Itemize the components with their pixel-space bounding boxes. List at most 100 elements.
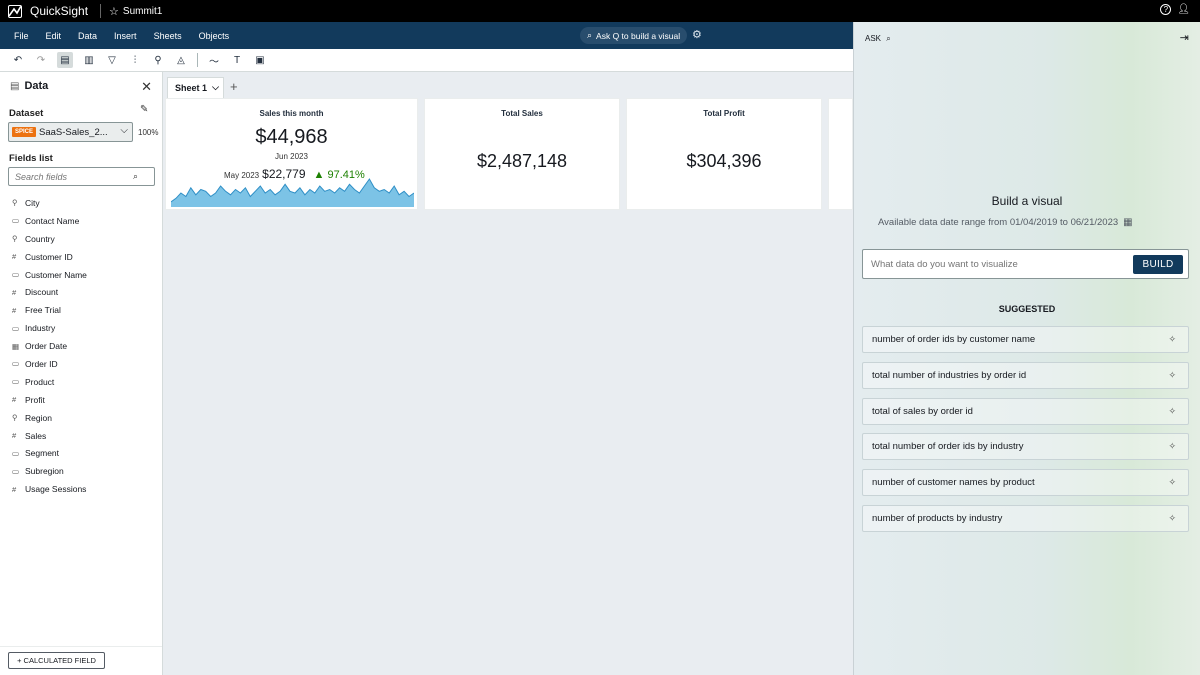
field-label: Customer ID <box>25 251 73 262</box>
kpi-card-hidden[interactable] <box>828 98 853 210</box>
field-label: Sales <box>25 430 47 441</box>
q-build-visual-panel: ASK ⌕ ⇥ Build a visual Available data da… <box>853 22 1200 675</box>
visualize-icon[interactable]: ▥ <box>84 54 94 66</box>
add-sheet-icon[interactable]: + <box>230 79 238 94</box>
properties-icon[interactable]: ⫶ <box>133 54 137 66</box>
date-range-text: Available data date range from 01/04/201… <box>878 217 1119 228</box>
field-item[interactable]: # Sales <box>0 427 162 445</box>
kpi-title: Total Profit <box>703 109 745 118</box>
suggestion-text: total of sales by order id <box>872 405 973 417</box>
suggestion-item[interactable]: number of customer names by product ✧ <box>862 469 1189 497</box>
field-item[interactable]: # Profit <box>0 391 162 409</box>
app-name: QuickSight <box>30 4 89 18</box>
user-icon[interactable]: 👤︎ <box>1177 4 1190 15</box>
q-question-field[interactable]: BUILD <box>862 249 1189 279</box>
suggestion-item[interactable]: number of products by industry ✧ <box>862 505 1189 532</box>
compare-value: $22,779 <box>262 167 306 181</box>
dataset-select[interactable]: SPICE SaaS-Sales_2... ⌵ <box>8 122 133 142</box>
field-item[interactable]: ⚲ Region <box>0 409 162 427</box>
field-label: Segment <box>25 448 60 459</box>
ask-label: ASK <box>865 34 882 43</box>
data-panel-title: Data <box>24 80 49 92</box>
menu-bar: File Edit Data Insert Sheets Objects ⌕ A… <box>0 22 853 49</box>
kpi-total-profit[interactable]: Total Profit $304,396 <box>626 98 822 210</box>
field-item[interactable]: ▭ Subregion <box>0 462 162 480</box>
add-text-icon[interactable]: T <box>233 54 241 66</box>
suggestion-item[interactable]: number of order ids by customer name ✧ <box>862 326 1189 353</box>
filter-icon[interactable]: ▽ <box>108 54 116 66</box>
geo-pin-icon[interactable]: ⚲ <box>154 54 162 66</box>
menu-edit[interactable]: Edit <box>45 30 62 41</box>
ask-q-button[interactable]: ⌕ Ask Q to build a visual <box>580 27 688 44</box>
number-field-icon: # <box>12 484 17 494</box>
edit-dataset-icon[interactable]: ✎ <box>140 104 149 115</box>
close-icon[interactable]: ✕ <box>141 79 152 94</box>
q-search-icon: ⌕ <box>587 30 593 40</box>
menu-file[interactable]: File <box>14 30 29 41</box>
field-label: Subregion <box>25 466 64 477</box>
analysis-name[interactable]: Summit1 <box>122 5 163 17</box>
field-item[interactable]: ▭ Segment <box>0 444 162 462</box>
field-item[interactable]: ⚲ City <box>0 194 162 212</box>
field-label: Region <box>25 412 52 423</box>
field-item[interactable]: # Discount <box>0 283 162 301</box>
undo-icon[interactable]: ↶ <box>13 54 23 66</box>
sheet-tab-label: Sheet 1 <box>175 83 208 93</box>
build-visual-title: Build a visual <box>991 194 1063 208</box>
add-visual-icon[interactable]: 〜 <box>209 56 219 68</box>
text-field-icon: ▭ <box>12 270 20 279</box>
q-question-input[interactable] <box>871 258 1126 270</box>
field-item[interactable]: ▭ Product <box>0 373 162 391</box>
number-field-icon: # <box>12 431 17 441</box>
build-button[interactable]: BUILD <box>1133 255 1183 274</box>
collapse-panel-icon[interactable]: ⇥ <box>1179 32 1189 44</box>
number-field-icon: # <box>12 395 17 405</box>
menu-data[interactable]: Data <box>78 30 98 41</box>
data-panel: ▤ Data ✕ Dataset ✎ SPICE SaaS-Sales_2...… <box>0 72 163 675</box>
kpi-value: $304,396 <box>686 151 762 171</box>
number-field-icon: # <box>12 305 17 315</box>
sales-sparkline <box>171 178 414 207</box>
field-item[interactable]: ⚲ Country <box>0 230 162 248</box>
menu-sheets[interactable]: Sheets <box>153 30 182 41</box>
field-item[interactable]: ▭ Order ID <box>0 355 162 373</box>
field-item[interactable]: ▭ Contact Name <box>0 212 162 230</box>
search-fields[interactable]: ⌕ <box>8 167 155 186</box>
help-icon[interactable]: ? <box>1160 4 1172 15</box>
q-settings-icon[interactable]: ⚙ <box>692 29 702 41</box>
calendar-icon[interactable]: ▦ <box>1123 217 1133 228</box>
data-pane-icon[interactable]: ▤ <box>57 52 73 68</box>
star-icon[interactable]: ☆ <box>109 5 119 18</box>
suggestion-item[interactable]: total number of industries by order id ✧ <box>862 361 1189 389</box>
kpi-title: Sales this month <box>259 109 324 118</box>
field-item[interactable]: ▭ Industry <box>0 319 162 337</box>
redo-icon[interactable]: ↷ <box>36 54 46 66</box>
field-item[interactable]: ▦ Order Date <box>0 337 162 355</box>
date-field-icon: ▦ <box>12 341 20 351</box>
toolbar: ↶ ↷ ▤ ▥ ▽ ⫶ ⚲ ◬ 〜 T ▣ <box>0 49 853 72</box>
tab-sheet-1[interactable]: Sheet 1 ⌵ <box>167 77 224 98</box>
menu-objects[interactable]: Objects <box>198 30 230 41</box>
menu-insert[interactable]: Insert <box>114 30 137 41</box>
field-item[interactable]: ▭ Customer Name <box>0 266 162 284</box>
sparkle-icon: ✧ <box>1168 369 1176 380</box>
add-image-icon[interactable]: ▣ <box>255 54 265 66</box>
add-calculated-field-button[interactable]: + CALCULATED FIELD <box>8 652 105 669</box>
kpi-sales-this-month[interactable]: Sales this month $44,968 Jun 2023 May 20… <box>165 98 418 210</box>
insights-icon[interactable]: ◬ <box>177 54 185 66</box>
geo-icon: ⚲ <box>12 234 18 244</box>
search-fields-input[interactable] <box>15 171 133 182</box>
field-item[interactable]: # Free Trial <box>0 301 162 319</box>
kpi-total-sales[interactable]: Total Sales $2,487,148 <box>424 98 620 210</box>
chevron-down-icon[interactable]: ⌵ <box>212 82 219 92</box>
app-header: QuickSight ☆ Summit1 ? 👤︎ <box>0 0 1200 22</box>
suggestion-item[interactable]: total number of order ids by industry ✧ <box>862 433 1189 461</box>
quicksight-logo-icon <box>8 4 22 18</box>
field-item[interactable]: # Usage Sessions <box>0 480 162 498</box>
field-item[interactable]: # Customer ID <box>0 248 162 266</box>
sparkle-icon: ✧ <box>1168 477 1176 488</box>
text-field-icon: ▭ <box>12 216 20 226</box>
text-field-icon: ▭ <box>12 466 20 476</box>
suggestion-item[interactable]: total of sales by order id ✧ <box>862 397 1189 425</box>
panel-divider <box>0 646 162 647</box>
